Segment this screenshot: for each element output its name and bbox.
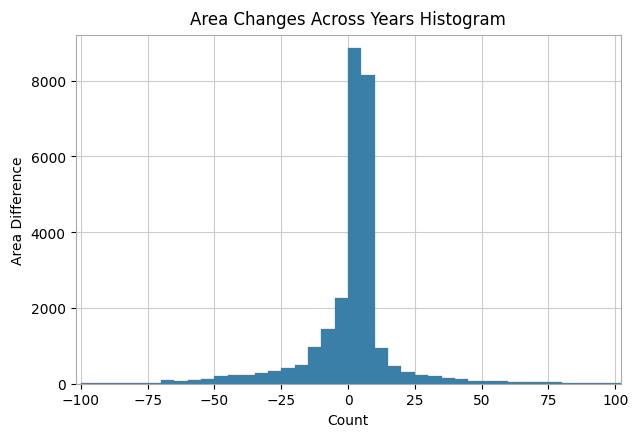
Bar bbox=[535, 382, 548, 384]
Y-axis label: Area Difference: Area Difference bbox=[11, 156, 25, 264]
Bar bbox=[214, 376, 228, 384]
Bar bbox=[174, 381, 188, 384]
Bar bbox=[201, 379, 214, 384]
Bar bbox=[268, 372, 281, 384]
Title: Area Changes Across Years Histogram: Area Changes Across Years Histogram bbox=[190, 11, 506, 29]
Bar bbox=[375, 348, 388, 384]
Bar bbox=[241, 374, 255, 384]
Bar bbox=[362, 76, 375, 384]
Bar bbox=[602, 383, 615, 384]
Bar bbox=[81, 383, 94, 384]
Bar bbox=[508, 382, 522, 384]
Bar bbox=[495, 381, 508, 384]
Bar bbox=[428, 376, 442, 384]
X-axis label: Count: Count bbox=[328, 413, 369, 427]
Bar bbox=[562, 383, 575, 384]
Bar bbox=[294, 365, 308, 384]
Bar bbox=[308, 347, 321, 384]
Bar bbox=[442, 378, 455, 384]
Bar bbox=[415, 375, 428, 384]
Bar bbox=[575, 383, 589, 384]
Bar bbox=[281, 368, 294, 384]
Bar bbox=[455, 379, 468, 384]
Bar bbox=[589, 383, 602, 384]
Bar bbox=[121, 383, 134, 384]
Bar bbox=[188, 380, 201, 384]
Bar bbox=[482, 381, 495, 384]
Bar bbox=[468, 381, 482, 384]
Bar bbox=[255, 373, 268, 384]
Bar bbox=[321, 330, 335, 384]
Bar bbox=[335, 298, 348, 384]
Bar bbox=[522, 382, 535, 384]
Bar bbox=[548, 382, 562, 384]
Bar bbox=[401, 372, 415, 384]
Bar bbox=[228, 376, 241, 384]
Bar bbox=[388, 366, 401, 384]
Bar bbox=[161, 380, 174, 384]
Bar bbox=[348, 49, 362, 384]
